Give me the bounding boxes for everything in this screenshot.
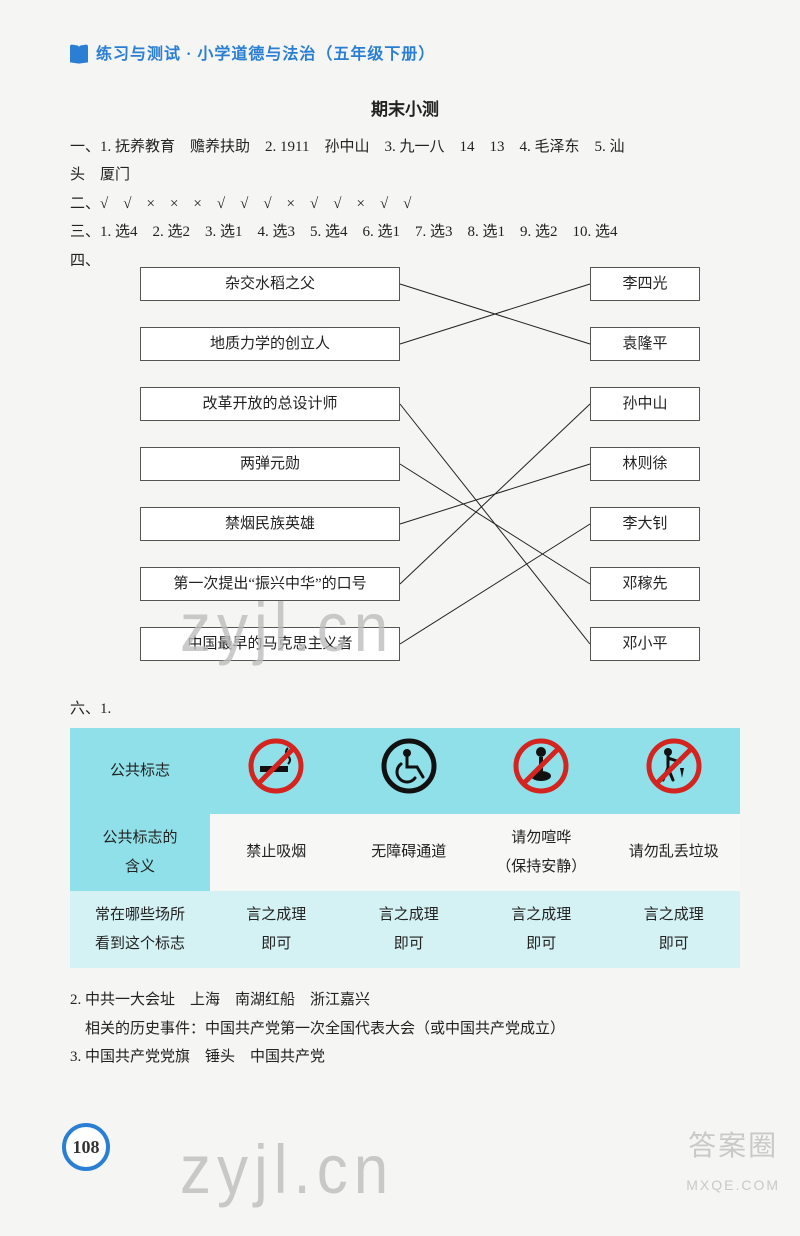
- match-right-box: 邓小平: [590, 627, 700, 661]
- match-right-box: 林则徐: [590, 447, 700, 481]
- exam-title: 期末小测: [70, 94, 740, 126]
- page-header: 练习与测试 · 小学道德与法治（五年级下册）: [70, 40, 740, 70]
- q3-line: 三、1. 选4 2. 选2 3. 选1 4. 选3 5. 选4 6. 选1 7.…: [70, 218, 740, 247]
- match-left-box: 改革开放的总设计师: [140, 387, 400, 421]
- match-left-box: 禁烟民族英雄: [140, 507, 400, 541]
- bottom-l2: 相关的历史事件：中国共产党第一次全国代表大会（或中国共产党成立）: [70, 1015, 740, 1044]
- where-3: 言之成理即可: [608, 891, 741, 968]
- table-row-signs: 公共标志: [70, 728, 740, 815]
- match-left-box: 杂交水稻之父: [140, 267, 400, 301]
- q2-label: 二、: [70, 196, 100, 212]
- match-right-box: 李大钊: [590, 507, 700, 541]
- bottom-l3: 3. 中国共产党党旗 锤头 中国共产党: [70, 1043, 740, 1072]
- match-right-box: 李四光: [590, 267, 700, 301]
- row-label-meaning: 公共标志的含义: [70, 814, 210, 891]
- where-2: 言之成理即可: [475, 891, 608, 968]
- sign-cell-2: [475, 728, 608, 815]
- q2-line: 二、√ √ × × × √ √ √ × √ √ × √ √: [70, 190, 740, 219]
- table-row-meaning: 公共标志的含义 禁止吸烟 无障碍通道 请勿喧哗（保持安静） 请勿乱丢垃圾: [70, 814, 740, 891]
- doc-title: 练习与测试 · 小学道德与法治（五年级下册）: [96, 40, 435, 70]
- match-left-box: 两弹元勋: [140, 447, 400, 481]
- bottom-answers: 2. 中共一大会址 上海 南湖红船 浙江嘉兴 相关的历史事件：中国共产党第一次全…: [70, 986, 740, 1072]
- match-right-box: 邓稼先: [590, 567, 700, 601]
- q6-label: 六、1.: [70, 701, 111, 717]
- row-label-where: 常在哪些场所看到这个标志: [70, 891, 210, 968]
- page-number: 108: [62, 1123, 110, 1171]
- q6-block: 六、1. 公共标志 公共标志的含义 禁止吸烟 无障碍通道 请勿喧哗（保持安静） …: [70, 695, 740, 968]
- signs-table: 公共标志 公共标志的含义 禁止吸烟 无障碍通道 请勿喧哗（保持安静） 请勿乱丢垃…: [70, 728, 740, 969]
- q1-line1: 一、1. 抚养教育 赡养扶助 2. 1911 孙中山 3. 九一八 14 13 …: [70, 133, 740, 162]
- q1-text1: 1. 抚养教育 赡养扶助 2. 1911 孙中山 3. 九一八 14 13 4.…: [100, 139, 624, 155]
- q1-label: 一、: [70, 139, 100, 155]
- match-left-box: 中国最早的马克思主义者: [140, 627, 400, 661]
- q3-text: 1. 选4 2. 选2 3. 选1 4. 选3 5. 选4 6. 选1 7. 选…: [100, 224, 618, 240]
- sign-cell-1: [343, 728, 476, 815]
- q2-marks: √ √ × × × √ √ √ × √ √ × √ √: [100, 196, 411, 212]
- watermark-brand-top: 答案圈: [686, 1119, 780, 1172]
- watermark-brand: 答案圈 MXQE.COM: [686, 1119, 780, 1199]
- q3-label: 三、: [70, 224, 100, 240]
- book-icon: [70, 45, 88, 65]
- match-right-box: 袁隆平: [590, 327, 700, 361]
- meaning-3: 请勿乱丢垃圾: [608, 814, 741, 891]
- match-right-box: 孙中山: [590, 387, 700, 421]
- row-label-signs: 公共标志: [70, 728, 210, 815]
- quiet-icon: [513, 738, 569, 794]
- meaning-0: 禁止吸烟: [210, 814, 343, 891]
- matching-diagram: 杂交水稻之父地质力学的创立人改革开放的总设计师两弹元勋禁烟民族英雄第一次提出“振…: [110, 247, 740, 687]
- sign-cell-0: [210, 728, 343, 815]
- match-left-box: 第一次提出“振兴中华”的口号: [140, 567, 400, 601]
- sign-cell-3: [608, 728, 741, 815]
- table-row-where: 常在哪些场所看到这个标志 言之成理即可 言之成理即可 言之成理即可 言之成理即可: [70, 891, 740, 968]
- q1-line2: 头 厦门: [70, 161, 740, 190]
- no-littering-icon: [646, 738, 702, 794]
- where-0: 言之成理即可: [210, 891, 343, 968]
- bottom-l1: 2. 中共一大会址 上海 南湖红船 浙江嘉兴: [70, 986, 740, 1015]
- watermark-site-2: zyjl.cn: [180, 1106, 394, 1236]
- watermark-brand-bottom: MXQE.COM: [686, 1172, 780, 1199]
- q4-label: 四、: [70, 253, 100, 269]
- no-smoking-icon: [248, 738, 304, 794]
- meaning-1: 无障碍通道: [343, 814, 476, 891]
- match-left-box: 地质力学的创立人: [140, 327, 400, 361]
- where-1: 言之成理即可: [343, 891, 476, 968]
- wheelchair-icon: [381, 738, 437, 794]
- meaning-2: 请勿喧哗（保持安静）: [475, 814, 608, 891]
